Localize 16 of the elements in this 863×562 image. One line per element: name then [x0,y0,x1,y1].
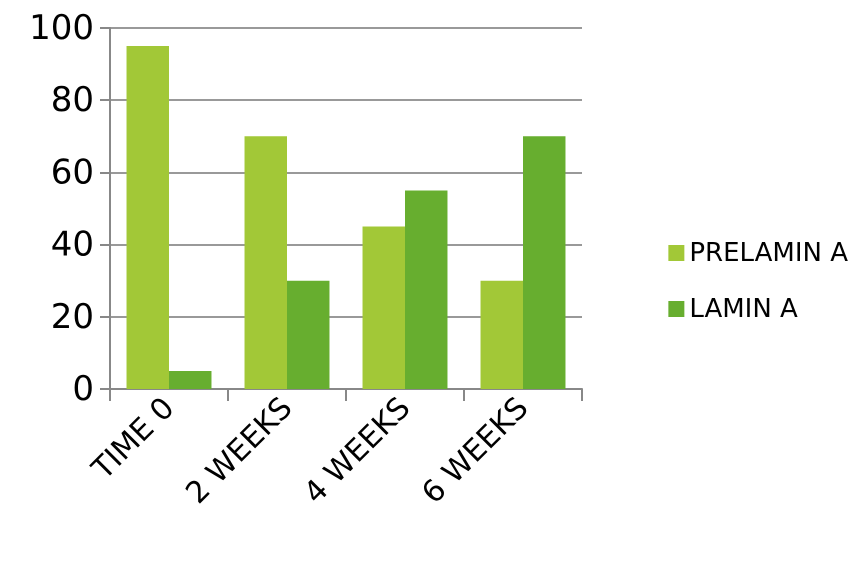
bar [480,280,523,389]
y-tick-label: 60 [50,152,94,192]
y-tick-label: 40 [50,224,94,265]
y-tick-label: 80 [50,80,94,120]
legend-label: LAMIN A [689,294,798,324]
y-tick-label: 20 [50,296,94,337]
y-tick-label: 100 [29,8,94,48]
bar [362,226,405,389]
legend-label: PRELAMIN A [689,238,848,268]
bar [244,136,287,389]
bar [287,280,330,389]
bar [523,136,566,389]
y-tick-label: 0 [72,369,94,409]
bar [169,370,212,389]
bar [126,46,169,389]
bar [405,190,448,389]
